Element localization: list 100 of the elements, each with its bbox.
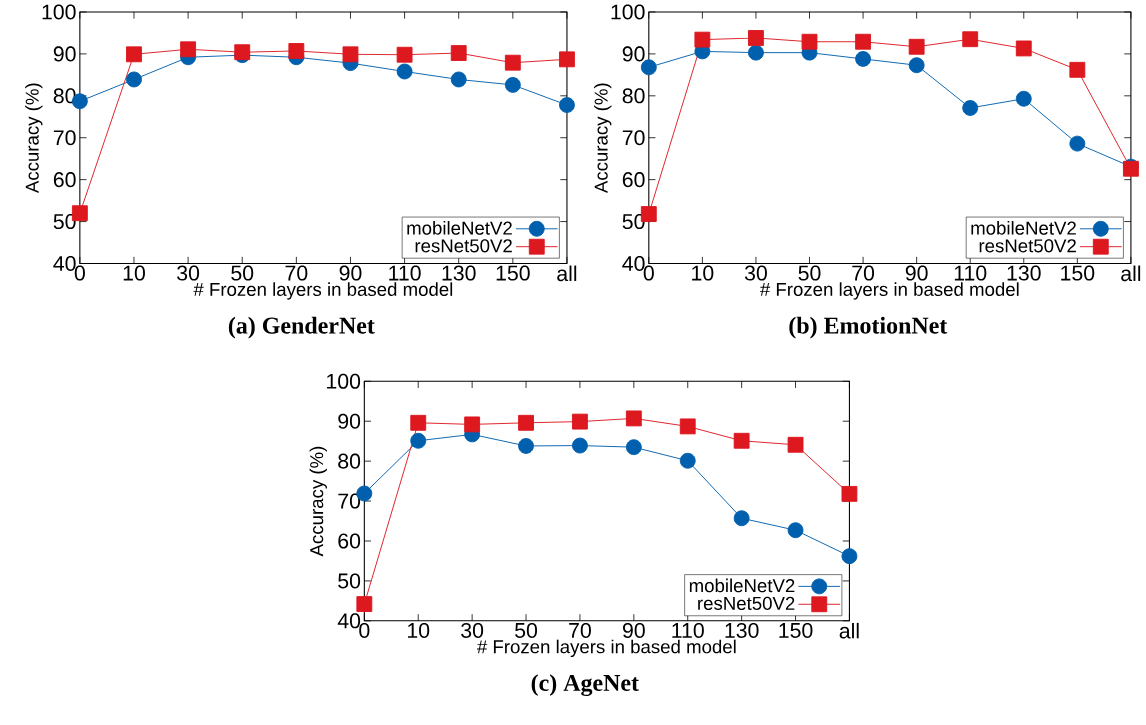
point: [748, 30, 764, 47]
point: [1015, 91, 1032, 107]
y-tick-label: 100: [42, 4, 76, 20]
x-tick-label: 30: [461, 623, 484, 639]
y-tick-label: 70: [622, 130, 645, 146]
x-tick-label: 30: [744, 265, 767, 281]
x-tick-label: 130: [442, 265, 476, 281]
x-tick-label: all: [839, 623, 859, 639]
point: [801, 33, 818, 50]
x-tick-label: 130: [1007, 265, 1041, 281]
point: [464, 416, 481, 433]
x-tick-label: 50: [231, 265, 254, 281]
point: [396, 46, 413, 63]
y-tick-label: 90: [53, 46, 76, 62]
point: [855, 51, 871, 68]
point: [962, 100, 979, 117]
y-tick-label: 70: [53, 130, 76, 146]
y-tick-label: 40: [337, 613, 361, 629]
y-tick-label: 70: [338, 493, 361, 509]
x-tick-label: 50: [515, 623, 538, 639]
x-tick-label: 10: [692, 265, 714, 281]
y-tick-label: 50: [338, 573, 361, 589]
y-tick-label: 80: [622, 88, 645, 104]
point: [841, 548, 858, 565]
point: [518, 415, 534, 431]
y-axis-title: Accuracy (%): [309, 447, 327, 557]
x-axis-title: # Frozen layers in based model: [193, 282, 453, 300]
x-tick-label: 70: [285, 265, 308, 281]
x-tick-label: 110: [672, 623, 704, 639]
point: [787, 437, 804, 453]
y-tick-label: 60: [53, 172, 76, 188]
y-axis-title: Accuracy (%): [25, 83, 43, 194]
y-tick-label: 40: [53, 256, 76, 272]
y-tick-label: 90: [622, 46, 645, 62]
point: [559, 97, 575, 114]
point: [410, 415, 427, 431]
point: [733, 433, 750, 449]
point: [356, 596, 373, 613]
x-tick-label: 0: [643, 265, 654, 281]
legend-label: resNet50V2: [698, 596, 795, 611]
point: [679, 418, 696, 435]
legend-label: mobileNetV2: [689, 578, 795, 593]
x-tick-label: 30: [177, 265, 200, 281]
legend-label: mobileNetV2: [971, 221, 1076, 235]
legend-label: resNet50V2: [415, 239, 512, 253]
x-tick-label: 70: [852, 265, 875, 281]
point: [410, 433, 427, 449]
x-tick-label: 70: [569, 623, 591, 639]
y-tick-label: 60: [338, 533, 361, 549]
point: [748, 44, 764, 61]
y-tick-label: 80: [338, 453, 361, 469]
text: (b) EmotionNet: [789, 316, 948, 339]
text: (c) AgeNet: [531, 674, 639, 697]
point: [450, 45, 467, 62]
point: [126, 71, 142, 88]
point: [625, 439, 642, 456]
point: [787, 522, 804, 539]
x-tick-label: 110: [389, 265, 421, 281]
y-axis-title: Accuracy (%): [594, 83, 612, 194]
x-tick-label: 110: [954, 265, 987, 281]
point: [450, 71, 467, 88]
x-tick-label: 50: [798, 265, 821, 281]
point: [559, 51, 575, 68]
legend-label: mobileNetV2: [407, 221, 512, 235]
x-axis-title: # Frozen layers in based model: [476, 639, 736, 658]
point: [625, 410, 642, 427]
y-tick-label: 90: [338, 413, 361, 429]
point: [342, 46, 359, 63]
text: (a) GenderNet: [228, 316, 375, 339]
x-tick-label: 90: [905, 265, 928, 281]
point: [504, 54, 521, 71]
x-axis-title: # Frozen layers in based model: [759, 282, 1019, 300]
y-tick-label: 60: [622, 172, 645, 188]
point: [679, 452, 696, 469]
point: [126, 46, 142, 63]
x-tick-label: 150: [779, 623, 813, 639]
x-tick-label: 130: [725, 623, 759, 639]
x-tick-label: all: [1121, 265, 1141, 282]
point: [504, 77, 521, 94]
point: [855, 33, 871, 50]
point: [733, 510, 750, 527]
x-tick-label: 0: [359, 623, 370, 639]
x-tick-label: all: [557, 265, 577, 282]
legend-label: resNet50V2: [979, 239, 1076, 253]
x-tick-label: 10: [408, 623, 430, 639]
point: [396, 63, 413, 80]
x-tick-label: 150: [1061, 265, 1095, 281]
x-tick-label: 10: [123, 265, 145, 281]
point: [908, 57, 925, 74]
point: [572, 437, 588, 454]
point: [180, 41, 197, 58]
point: [1069, 62, 1086, 78]
y-tick-label: 100: [611, 4, 645, 20]
point: [694, 31, 711, 48]
point: [1015, 40, 1032, 57]
point: [518, 438, 534, 455]
x-tick-label: 0: [74, 265, 85, 281]
x-tick-label: 150: [496, 265, 530, 281]
point: [288, 43, 305, 60]
point: [1069, 135, 1086, 152]
